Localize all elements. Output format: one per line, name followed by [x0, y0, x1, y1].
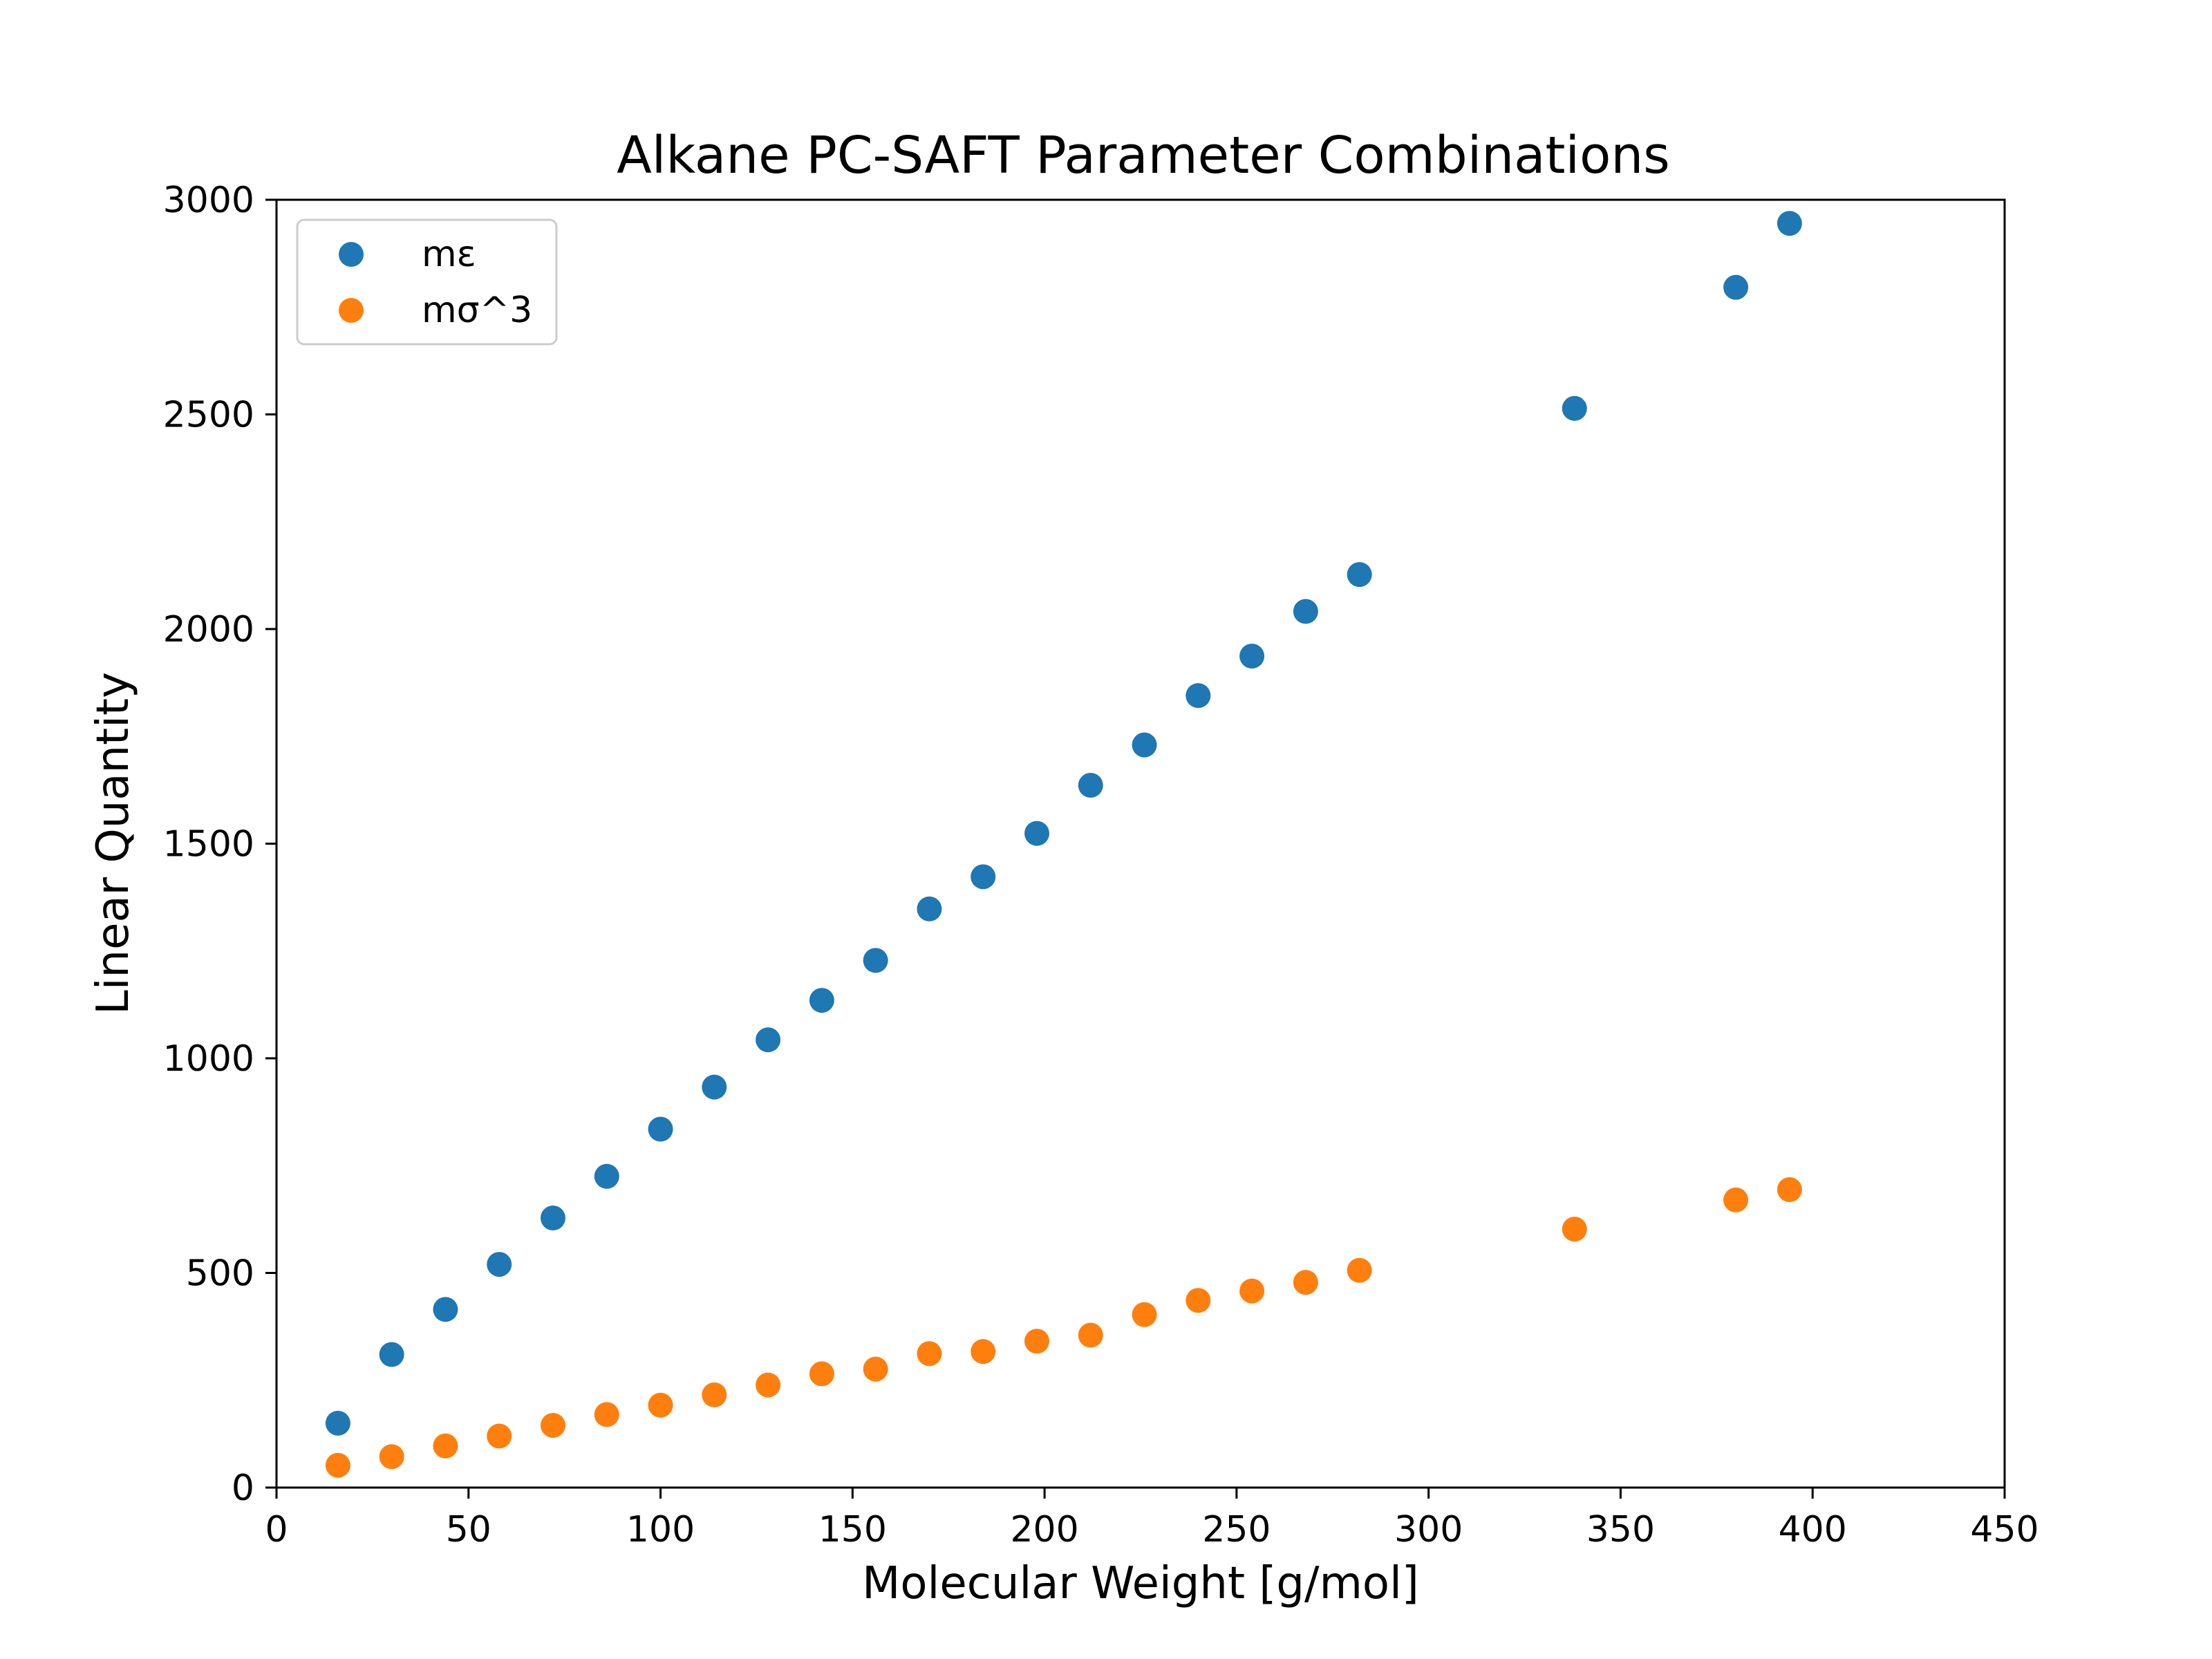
data-point-series-1	[917, 896, 942, 921]
plot-area-frame	[275, 198, 2006, 1489]
data-point-series-2	[1078, 1322, 1103, 1348]
legend-marker-series-2	[339, 298, 364, 323]
data-point-series-1	[379, 1342, 404, 1367]
data-point-series-2	[1777, 1177, 1802, 1203]
y-tick-label: 2500	[163, 395, 254, 436]
data-point-series-2	[1239, 1278, 1265, 1304]
data-point-series-1	[1347, 562, 1372, 588]
data-point-series-2	[809, 1361, 834, 1387]
x-tick-label: 100	[626, 1509, 695, 1550]
data-point-series-1	[863, 948, 888, 973]
x-tick-label: 450	[1970, 1509, 2038, 1550]
data-point-series-2	[702, 1382, 727, 1407]
data-point-series-1	[1239, 644, 1265, 669]
y-axis-label: Linear Quantity	[88, 672, 139, 1015]
data-point-series-2	[1132, 1302, 1157, 1327]
data-point-series-2	[971, 1339, 996, 1365]
x-tick-label: 300	[1394, 1509, 1463, 1550]
legend-label-series-2: mσ^3	[422, 290, 532, 331]
x-tick-label: 400	[1779, 1509, 1847, 1550]
data-point-series-1	[1132, 732, 1157, 758]
data-point-series-1	[1562, 395, 1587, 421]
y-tick-label: 500	[186, 1253, 254, 1295]
legend: mε mσ^3	[296, 218, 558, 346]
data-point-series-1	[1293, 599, 1318, 624]
data-point-series-2	[917, 1341, 942, 1367]
data-point-series-1	[971, 864, 996, 890]
data-point-series-2	[1293, 1270, 1318, 1295]
x-tick-label: 200	[1010, 1509, 1078, 1550]
data-point-series-2	[325, 1452, 350, 1478]
legend-label-series-1: mε	[422, 234, 476, 275]
y-tick-label: 1500	[163, 824, 254, 865]
data-point-series-1	[541, 1206, 565, 1231]
data-point-series-1	[648, 1116, 673, 1142]
data-point-series-2	[648, 1392, 673, 1418]
x-tick-label: 150	[818, 1509, 887, 1550]
data-point-series-1	[1185, 683, 1211, 709]
y-tick-label: 1000	[163, 1038, 254, 1080]
data-point-series-2	[1723, 1187, 1749, 1212]
data-point-series-1	[433, 1297, 458, 1322]
data-point-series-2	[1024, 1329, 1049, 1354]
data-point-series-1	[1723, 274, 1749, 300]
data-point-series-1	[809, 988, 834, 1013]
x-axis-label: Molecular Weight [g/mol]	[862, 1558, 1419, 1609]
data-points	[325, 211, 1802, 1478]
data-point-series-2	[594, 1402, 619, 1427]
data-point-series-2	[1347, 1257, 1372, 1283]
data-point-series-2	[541, 1412, 565, 1438]
data-point-series-2	[1185, 1288, 1211, 1313]
data-point-series-2	[863, 1356, 888, 1382]
data-point-series-1	[487, 1252, 512, 1277]
data-point-series-1	[325, 1410, 350, 1436]
y-tick-label: 0	[232, 1468, 254, 1509]
data-point-series-1	[702, 1074, 727, 1100]
y-tick-label: 3000	[163, 180, 254, 221]
x-tick-label: 350	[1586, 1509, 1655, 1550]
x-tick-label: 50	[446, 1509, 491, 1550]
data-point-series-2	[379, 1444, 404, 1470]
x-tick-label: 250	[1202, 1509, 1271, 1550]
x-axis-ticks: 0 50 100 150 200 250 300 350 400 450	[265, 1488, 2039, 1550]
y-axis-ticks: 0 500 1000 1500 2000 2500 3000	[163, 180, 276, 1509]
data-point-series-2	[487, 1423, 512, 1449]
x-tick-label: 0	[265, 1509, 288, 1550]
data-point-series-1	[1024, 821, 1049, 846]
data-point-series-1	[594, 1163, 619, 1189]
chart-title: Alkane PC-SAFT Parameter Combinations	[617, 126, 1670, 185]
data-point-series-1	[1078, 773, 1103, 798]
y-tick-label: 2000	[163, 609, 254, 650]
legend-marker-series-1	[339, 242, 364, 267]
data-point-series-2	[756, 1372, 781, 1398]
data-point-series-1	[756, 1027, 781, 1053]
data-point-series-2	[433, 1433, 458, 1459]
data-point-series-1	[1777, 211, 1802, 236]
data-point-series-2	[1562, 1217, 1587, 1242]
